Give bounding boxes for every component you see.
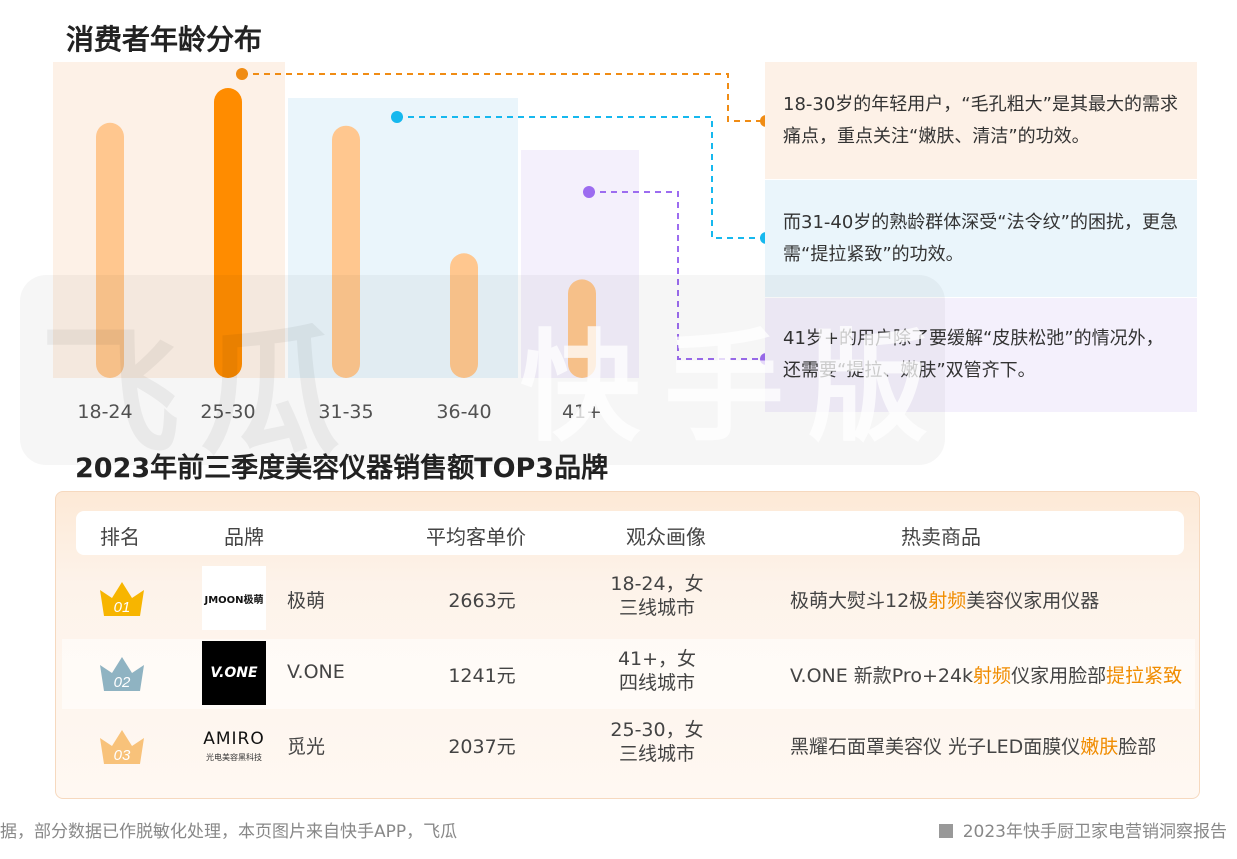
section-title-age: 消费者年龄分布 [66, 23, 263, 56]
table-row: 02 V.ONE V.ONE 1241元 41+，女 四线城市 V.ONE 新款… [62, 639, 1195, 709]
avg-price: 2037元 [448, 736, 516, 758]
bar-18-24 [96, 122, 124, 378]
logo-subtext: 光电美容黑科技 [206, 753, 262, 762]
logo-text: V.ONE [210, 665, 258, 681]
connector-dot-start [236, 68, 248, 80]
audience-city: 三线城市 [618, 743, 695, 765]
logo-text: AMIRO [203, 729, 265, 749]
product-text: 黑耀石面罩美容仪 光子LED面膜仪 [790, 736, 1081, 758]
insight-panel-18-30: 18-30岁的年轻用户，“毛孔粗大”是其最大的需求痛点，重点关注“嫩肤、清洁”的… [765, 62, 1197, 179]
table-row: 01 JMOON极萌 极萌 2663元 18-24，女 三线城市 极萌大熨斗12… [62, 564, 1195, 634]
brand-name: 极萌 [287, 590, 326, 612]
product-text: 脸部 [1118, 736, 1157, 758]
connector-dot-start [391, 111, 403, 123]
connector-line-1 [242, 73, 766, 122]
zone-18-30 [53, 62, 285, 378]
watermark-text: 飞瓜 [40, 312, 361, 475]
zone-31-40 [288, 98, 518, 378]
audience-age: 41+，女 [617, 648, 697, 670]
table-row: 03 AMIRO 光电美容黑科技 觅光 2037元 25-30，女 三线城市 黑… [62, 712, 1195, 782]
product-text: 仪家用脸部 [1011, 665, 1107, 687]
table-header: 排名 品牌 平均客单价 观众画像 热卖商品 [76, 511, 1184, 555]
brand-logo-amiro: AMIRO 光电美容黑科技 [202, 714, 266, 778]
section-title-top3: 2023年前三季度美容仪器销售额TOP3品牌 [75, 453, 609, 484]
insight-text: 41岁+的用户除了要缓解“皮肤松弛”的情况外，还需要“提拉、嫩肤”双管齐下。 [783, 328, 1164, 381]
audience-age: 25-30，女 [610, 719, 704, 741]
footer-source: 据，部分数据已作脱敏化处理，本页图片来自快手APP，飞瓜 [0, 822, 458, 842]
header-price: 平均客单价 [426, 525, 526, 549]
logo-text: JMOON极萌 [204, 594, 264, 606]
avg-price: 2663元 [448, 590, 516, 612]
audience: 41+，女 四线城市 [592, 647, 722, 695]
brand-logo-vone: V.ONE [202, 641, 266, 705]
hot-product: V.ONE 新款Pro+24k射频仪家用脸部提拉紧致 [790, 661, 1182, 688]
crown-rank-icon: 03 [100, 730, 144, 764]
footer-report-text: 2023年快手厨卫家电营销洞察报告 [962, 822, 1227, 842]
watermark-text: 快手版 [520, 319, 952, 458]
header-rank: 排名 [100, 525, 140, 549]
brand-logo-jmoon: JMOON极萌 [202, 566, 266, 630]
insight-panel-41-plus: 41岁+的用户除了要缓解“皮肤松弛”的情况外，还需要“提拉、嫩肤”双管齐下。 [765, 298, 1197, 412]
product-highlight: 提拉紧致 [1106, 665, 1183, 687]
x-tick-label: 36-40 [436, 401, 492, 423]
insight-panel-31-40: 而31-40岁的熟龄群体深受“法令纹”的困扰，更急需“提拉紧致”的功效。 [765, 180, 1197, 297]
header-products: 热卖商品 [901, 525, 981, 549]
header-audience: 观众画像 [626, 525, 706, 549]
audience-age: 18-24，女 [610, 573, 704, 595]
hot-product: 极萌大熨斗12极射频美容仪家用仪器 [790, 586, 1099, 613]
age-distribution-chart [53, 62, 772, 378]
connector-line-3 [589, 191, 766, 360]
product-text: V.ONE 新款Pro+24k [790, 665, 974, 687]
audience: 18-24，女 三线城市 [592, 572, 722, 620]
insight-text: 18-30岁的年轻用户，“毛孔粗大”是其最大的需求痛点，重点关注“嫩肤、清洁”的… [783, 93, 1178, 147]
audience-city: 四线城市 [618, 672, 695, 694]
rank-number: 01 [114, 599, 131, 616]
crown-rank-icon: 02 [100, 657, 144, 691]
bar-25-30 [214, 88, 242, 378]
rank-number: 02 [114, 674, 131, 691]
x-tick-label: 41+ [561, 401, 603, 423]
product-highlight: 射频 [973, 665, 1012, 687]
x-tick-label: 31-35 [318, 401, 374, 423]
square-icon [938, 824, 953, 838]
hot-product: 黑耀石面罩美容仪 光子LED面膜仪嫩肤脸部 [790, 732, 1156, 759]
insight-text: 而31-40岁的熟龄群体深受“法令纹”的困扰，更急需“提拉紧致”的功效。 [783, 211, 1178, 265]
bar-36-40 [450, 253, 478, 378]
header-brand: 品牌 [224, 525, 264, 549]
connector-dot-start [583, 186, 595, 198]
connector-line-2 [397, 116, 766, 239]
bar-31-35 [332, 125, 360, 378]
audience-city: 三线城市 [618, 597, 695, 619]
product-highlight: 射频 [928, 590, 967, 612]
rank-number: 03 [114, 747, 131, 764]
audience: 25-30，女 三线城市 [592, 718, 722, 766]
footer-report-title: 2023年快手厨卫家电营销洞察报告 [938, 817, 1227, 842]
crown-rank-icon: 01 [100, 582, 144, 616]
top3-brand-table: 排名 品牌 平均客单价 观众画像 热卖商品 01 JMOON极萌 极萌 2663… [55, 491, 1200, 799]
brand-name: V.ONE [287, 661, 345, 683]
bar-41+ [568, 279, 596, 378]
x-tick-label: 25-30 [200, 401, 256, 423]
product-highlight: 嫩肤 [1080, 736, 1119, 758]
product-text: 美容仪家用仪器 [966, 590, 1100, 612]
x-tick-label: 18-24 [77, 401, 133, 423]
brand-name: 觅光 [287, 736, 326, 758]
product-text: 极萌大熨斗12极 [790, 590, 929, 612]
avg-price: 1241元 [448, 665, 516, 687]
